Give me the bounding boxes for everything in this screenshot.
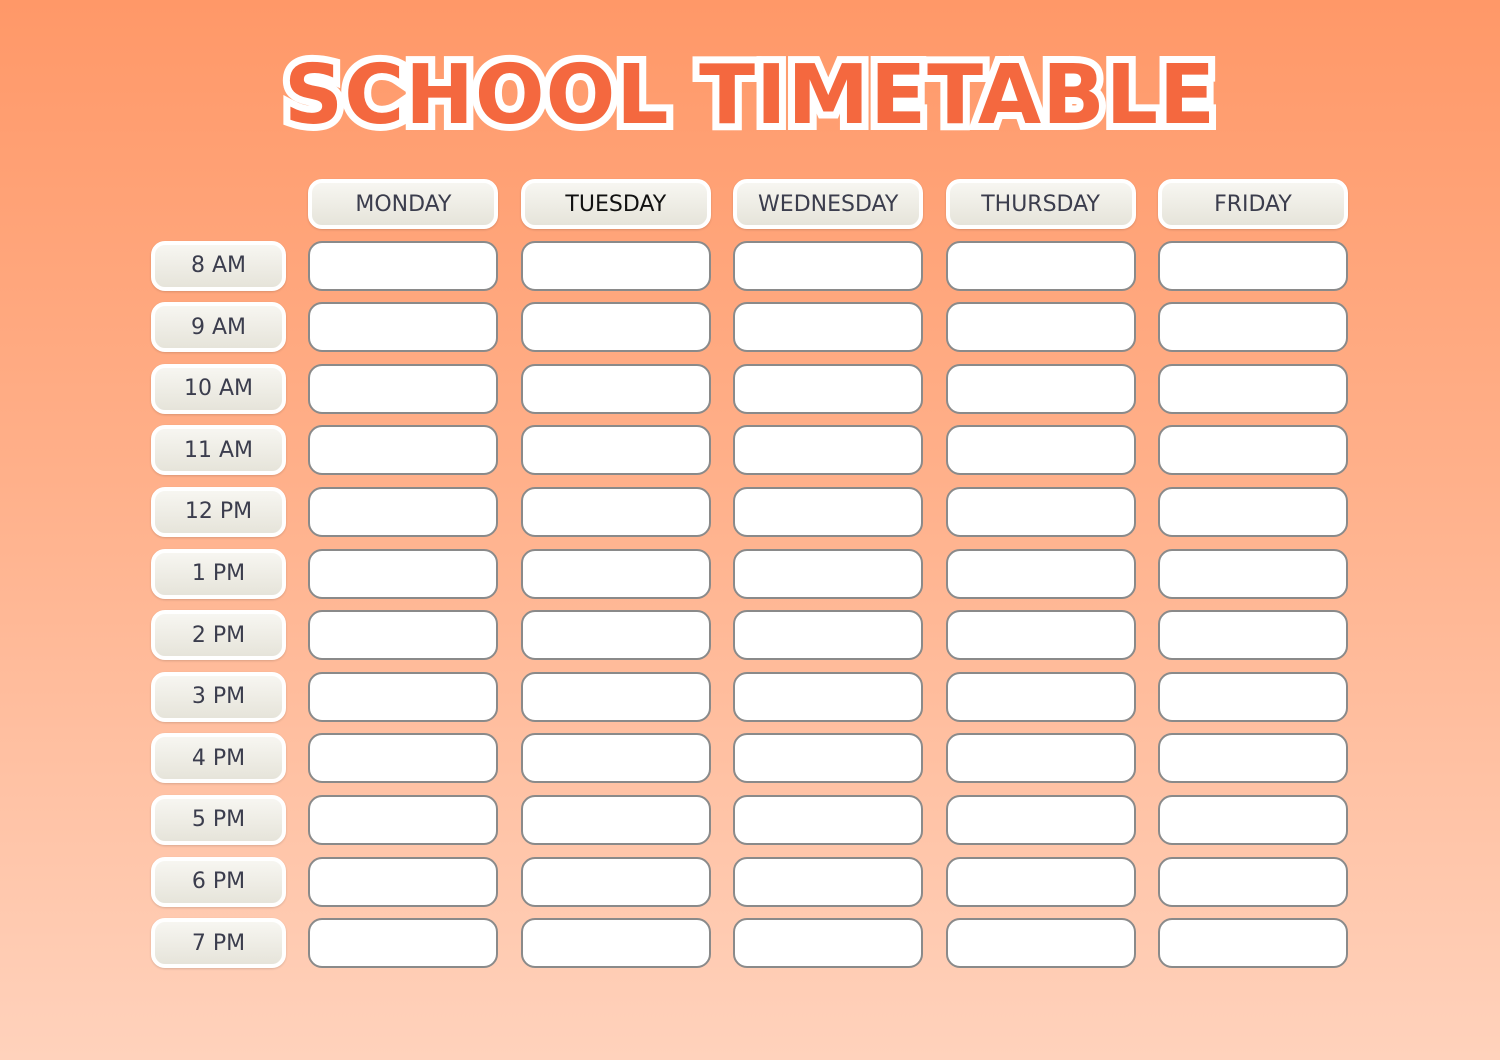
timetable-cell[interactable] [733,486,924,537]
timetable-cell[interactable] [520,918,711,969]
timetable-cell[interactable] [1157,548,1348,599]
day-header-friday: FRIDAY [1157,179,1348,229]
day-header-thursday: THURSDAY [945,179,1136,229]
time-label: 5 PM [151,794,286,845]
timetable-cell[interactable] [1157,240,1348,291]
timetable-cell[interactable] [308,856,499,907]
timetable-cell[interactable] [1157,425,1348,476]
timetable-cell[interactable] [520,856,711,907]
timetable-cell[interactable] [520,486,711,537]
timetable-cell[interactable] [1157,486,1348,537]
day-header-monday: MONDAY [308,179,499,229]
time-label: 7 PM [151,918,286,969]
timetable-cell[interactable] [733,548,924,599]
timetable-cell[interactable] [308,425,499,476]
day-header-tuesday: TUESDAY [520,179,711,229]
timetable-cell[interactable] [520,548,711,599]
timetable-cell[interactable] [733,610,924,661]
timetable-cell[interactable] [733,918,924,969]
timetable-cell[interactable] [1157,856,1348,907]
timetable-cell[interactable] [520,794,711,845]
timetable-cell[interactable] [733,671,924,722]
timetable-cell[interactable] [733,794,924,845]
timetable-cell[interactable] [945,363,1136,414]
time-label: 6 PM [151,856,286,907]
day-header-wednesday: WEDNESDAY [733,179,924,229]
timetable-cell[interactable] [520,733,711,784]
timetable-cell[interactable] [308,733,499,784]
timetable-cell[interactable] [945,486,1136,537]
timetable-cell[interactable] [733,856,924,907]
timetable-cell[interactable] [1157,733,1348,784]
timetable-cell[interactable] [520,425,711,476]
time-label: 11 AM [151,425,286,476]
timetable-cell[interactable] [308,240,499,291]
timetable-cell[interactable] [733,733,924,784]
timetable-cell[interactable] [520,610,711,661]
time-label: 4 PM [151,733,286,784]
time-label: 3 PM [151,671,286,722]
timetable-cell[interactable] [308,363,499,414]
timetable-cell[interactable] [308,794,499,845]
timetable-cell[interactable] [945,425,1136,476]
timetable-cell[interactable] [520,240,711,291]
timetable-cell[interactable] [520,671,711,722]
timetable-cell[interactable] [1157,794,1348,845]
timetable-cell[interactable] [733,302,924,353]
timetable-cell[interactable] [945,733,1136,784]
timetable-cell[interactable] [945,794,1136,845]
time-label: 1 PM [151,548,286,599]
timetable-cell[interactable] [733,240,924,291]
timetable-cell[interactable] [945,240,1136,291]
timetable-cell[interactable] [945,548,1136,599]
timetable-cell[interactable] [945,918,1136,969]
timetable-cell[interactable] [308,548,499,599]
timetable-cell[interactable] [945,856,1136,907]
timetable-grid: MONDAY TUESDAY WEDNESDAY THURSDAY FRIDAY 8 AM… [151,179,1348,969]
time-label: 8 AM [151,240,286,291]
timetable-cell[interactable] [308,610,499,661]
timetable-cell[interactable] [308,918,499,969]
timetable-cell[interactable] [733,425,924,476]
timetable-cell[interactable] [945,671,1136,722]
time-label: 2 PM [151,610,286,661]
timetable-cell[interactable] [945,610,1136,661]
timetable-cell[interactable] [520,363,711,414]
timetable-cell[interactable] [1157,671,1348,722]
timetable-cell[interactable] [308,671,499,722]
corner-spacer [151,179,286,229]
time-label: 12 PM [151,486,286,537]
timetable-cell[interactable] [1157,363,1348,414]
time-label: 10 AM [151,363,286,414]
timetable-cell[interactable] [1157,610,1348,661]
timetable-cell[interactable] [520,302,711,353]
timetable-cell[interactable] [945,302,1136,353]
timetable-cell[interactable] [733,363,924,414]
timetable-cell[interactable] [1157,302,1348,353]
timetable-cell[interactable] [308,302,499,353]
time-label: 9 AM [151,302,286,353]
page-title: SCHOOL TIMETABLE [277,41,1222,150]
timetable-cell[interactable] [1157,918,1348,969]
timetable-cell[interactable] [308,486,499,537]
